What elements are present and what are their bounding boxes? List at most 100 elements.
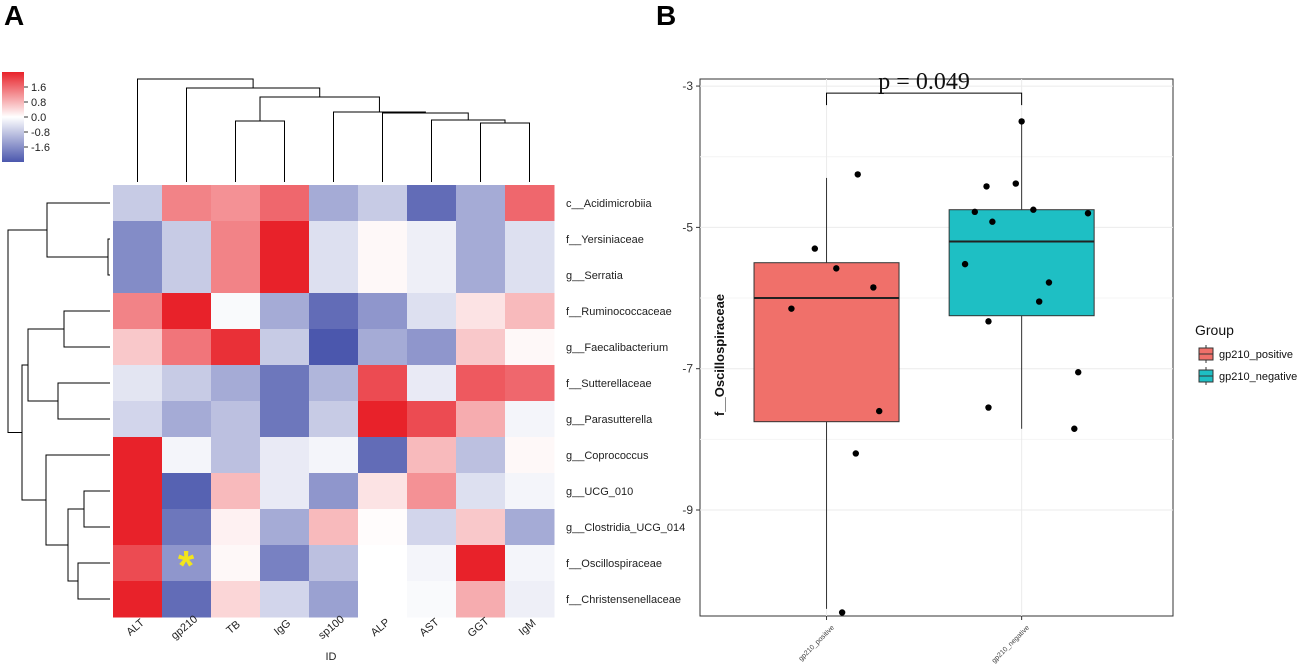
heatmap-cell	[407, 545, 457, 582]
heatmap-cell	[309, 401, 359, 438]
heatmap-cell	[505, 329, 555, 366]
heatmap-cell	[456, 329, 506, 366]
dendrogram-branch	[186, 87, 321, 182]
heatmap-cell	[113, 221, 163, 258]
group-legend: Group gp210_positive gp210_negative	[1195, 322, 1297, 385]
row-label: g__UCG_010	[566, 486, 633, 498]
column-label: sp100	[316, 613, 347, 641]
heatmap-cell	[162, 401, 212, 438]
heatmap-cell	[309, 221, 359, 258]
color-scale-tick-label: 0.8	[31, 97, 46, 109]
heatmap-cell	[113, 581, 163, 618]
heatmap-cell	[456, 221, 506, 258]
heatmap-cell	[456, 401, 506, 438]
heatmap-cell	[309, 437, 359, 474]
column-label: IgM	[517, 617, 539, 638]
dendrogram-branch	[45, 454, 110, 546]
heatmap-cell	[260, 401, 310, 438]
column-labels: ALT gp210 TB IgG sp100 ALP AST GGT IgM	[124, 613, 538, 642]
row-label: c__Acidimicrobiia	[566, 198, 652, 210]
heatmap-cell	[162, 329, 212, 366]
heatmap-cell	[358, 509, 408, 546]
heatmap-cell	[113, 545, 163, 582]
data-point	[854, 171, 861, 178]
dendrogram-branch	[333, 111, 426, 182]
row-dendrogram	[7, 202, 110, 600]
data-point	[983, 183, 990, 190]
panel-b-label: B	[656, 0, 676, 31]
heatmap-cell	[260, 545, 310, 582]
heatmap-cell	[456, 437, 506, 474]
legend-label: gp210_negative	[1219, 371, 1297, 383]
heatmap-cell	[162, 437, 212, 474]
heatmap-cell	[211, 257, 261, 294]
dendrogram-branch	[137, 78, 254, 182]
heatmap-cell	[162, 185, 212, 222]
boxes	[753, 121, 1095, 609]
heatmap-cell	[358, 221, 408, 258]
row-label: g__Coprococcus	[566, 450, 649, 462]
heatmap-cell	[407, 581, 457, 618]
heatmap-cell	[505, 545, 555, 582]
row-label: f__Christensenellaceae	[566, 594, 681, 606]
data-point	[1036, 298, 1043, 305]
heatmap-cell	[358, 329, 408, 366]
heatmap-cell	[358, 365, 408, 402]
heatmap-cell	[162, 581, 212, 618]
data-point	[971, 208, 979, 216]
column-label: AST	[418, 616, 442, 639]
dendrogram-branch	[107, 238, 110, 276]
color-scale-gradient	[2, 72, 24, 162]
heatmap-cell	[211, 329, 261, 366]
heatmap-cell	[358, 293, 408, 330]
heatmap-cell	[162, 545, 212, 582]
heatmap-cell	[162, 473, 212, 510]
heatmap-cell	[260, 185, 310, 222]
data-point	[1012, 180, 1019, 187]
heatmap-cell	[260, 509, 310, 546]
row-label: g__Faecalibacterium	[566, 342, 668, 354]
heatmap-cell	[407, 257, 457, 294]
heatmap-cell	[505, 509, 555, 546]
dendrogram-branch	[21, 364, 46, 501]
heatmap-cell	[358, 437, 408, 474]
row-label: g__Serratia	[566, 270, 624, 282]
heatmap-cell	[505, 221, 555, 258]
data-point	[961, 260, 969, 268]
color-scale-legend: 1.6 0.8 0.0 -0.8 -1.6	[2, 72, 50, 162]
heatmap-cell	[358, 185, 408, 222]
dendrogram-branch	[67, 508, 84, 582]
legend-title: Group	[1195, 322, 1234, 338]
heatmap-cell	[211, 401, 261, 438]
heatmap-cell	[456, 293, 506, 330]
data-point	[833, 265, 840, 272]
heatmap-cell	[260, 581, 310, 618]
heatmap-cell	[211, 473, 261, 510]
data-point	[870, 284, 877, 291]
heatmap-cell	[505, 581, 555, 618]
p-value-label: p = 0.049	[878, 69, 970, 95]
heatmap-cell	[260, 473, 310, 510]
heatmap-cell	[113, 509, 163, 546]
column-label: ALP	[369, 616, 393, 639]
y-axis-title: f__Oscillospiraceae	[712, 294, 727, 416]
heatmap-cell	[113, 293, 163, 330]
dendrogram-branch	[7, 229, 47, 433]
heatmap-cell	[162, 257, 212, 294]
heatmap-cell	[162, 509, 212, 546]
heatmap-cell	[407, 221, 457, 258]
heatmap-cell	[505, 437, 555, 474]
heatmap-cell	[211, 221, 261, 258]
heatmap-cell	[260, 329, 310, 366]
data-point	[838, 609, 846, 616]
heatmap-cell	[505, 401, 555, 438]
heatmap-cell	[113, 365, 163, 402]
data-point	[1018, 118, 1025, 125]
heatmap-cell	[358, 545, 408, 582]
x-tick-label: gp210_positive	[798, 624, 836, 662]
y-tick-label: -7	[682, 362, 693, 376]
y-tick-label: -5	[682, 220, 693, 234]
heatmap-cell	[309, 329, 359, 366]
heatmap-cell	[407, 185, 457, 222]
heatmap-cell	[162, 365, 212, 402]
